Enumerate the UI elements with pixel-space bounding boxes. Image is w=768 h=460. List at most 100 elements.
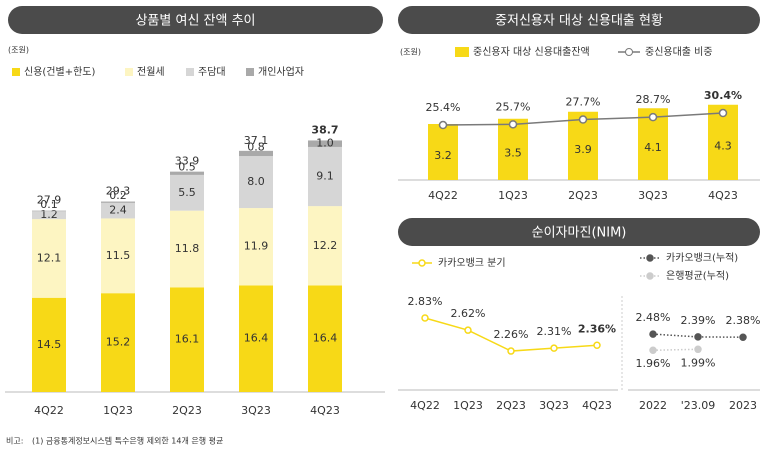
- bar-segment: [170, 210, 204, 288]
- x-tick-label: 2Q23: [172, 404, 202, 417]
- value-label: 12.1: [37, 251, 62, 264]
- chart-title: 중저신용자 대상 신용대출 현황: [495, 14, 663, 29]
- legend-label: 은행평균(누적): [666, 270, 729, 282]
- bar: [708, 104, 738, 180]
- value-label: 2.4: [109, 204, 127, 217]
- bar-segment: [308, 140, 342, 147]
- legend-swatch: [125, 68, 133, 76]
- bar-segment: [32, 211, 66, 220]
- bar-segment: [101, 201, 135, 203]
- bar-segment: [101, 202, 135, 219]
- bar-segment: [170, 174, 204, 211]
- legend-marker: [625, 48, 633, 56]
- value-label: 25.7%: [496, 100, 531, 113]
- legend-label: 중신용자 대상 신용대출잔액: [473, 46, 590, 58]
- line-point: [649, 330, 657, 338]
- chart-title: 순이자마진(NIM): [532, 226, 627, 241]
- legend-label: 개인사업자: [258, 65, 304, 78]
- value-label: 11.5: [106, 249, 131, 262]
- unit-label: (조원): [400, 48, 421, 57]
- value-label: 11.8: [175, 242, 200, 255]
- bar-segment: [239, 156, 273, 209]
- x-tick-label: 4Q22: [34, 404, 64, 417]
- value-label: 2.38%: [726, 314, 761, 327]
- total-label: 37.1: [244, 134, 269, 147]
- line-point: [438, 120, 448, 130]
- line-point: [648, 112, 658, 122]
- legend-marker: [418, 259, 426, 267]
- x-tick-label: 3Q23: [539, 399, 569, 412]
- x-tick-label: 1Q23: [453, 399, 483, 412]
- value-label: 3.9: [574, 143, 592, 156]
- legend-marker: [646, 272, 654, 280]
- bar-segment: [239, 150, 273, 157]
- x-tick-label: 4Q23: [582, 399, 612, 412]
- bar: [498, 118, 528, 180]
- value-label: 14.5: [37, 338, 62, 351]
- bar-segment: [308, 206, 342, 286]
- footnote-text: (1) 금융통계정보시스템 특수은행 제외한 14개 은행 평균: [32, 436, 223, 446]
- value-label: 15.2: [106, 336, 131, 349]
- x-tick-label: 2Q23: [568, 189, 598, 202]
- bar-segment: [239, 208, 273, 286]
- bar-segment: [32, 297, 66, 392]
- line: [652, 333, 744, 338]
- x-tick-label: 1Q23: [498, 189, 528, 202]
- line-point: [507, 347, 515, 355]
- value-label: 1.96%: [636, 357, 671, 370]
- x-tick-label: '23.09: [681, 399, 716, 412]
- value-label: 2.39%: [681, 314, 716, 327]
- value-label: 4.3: [714, 139, 732, 152]
- value-label: 16.1: [175, 333, 200, 346]
- value-label: 2.31%: [537, 325, 572, 338]
- value-label: 2.62%: [451, 307, 486, 320]
- title-pill: [398, 6, 760, 34]
- value-label: 0.5: [178, 160, 196, 173]
- value-label: 2.36%: [578, 322, 616, 335]
- line-point: [421, 314, 429, 322]
- value-label: 1.99%: [681, 356, 716, 369]
- legend-swatch: [12, 68, 20, 76]
- value-label: 2.83%: [408, 295, 443, 308]
- bar-segment: [170, 171, 204, 175]
- x-tick-label: 4Q23: [708, 189, 738, 202]
- value-label: 4.1: [644, 141, 662, 154]
- value-label: 11.9: [244, 240, 269, 253]
- legend-label: 카카오뱅크(누적): [666, 252, 738, 264]
- legend-label: 신용(건별+한도): [24, 66, 95, 78]
- value-label: 2.48%: [636, 311, 671, 324]
- x-tick-label: 2022: [639, 399, 667, 412]
- value-label: 0.8: [247, 140, 265, 153]
- line-point: [649, 346, 657, 354]
- total-label: 38.7: [311, 123, 338, 136]
- value-label: 1.0: [316, 137, 334, 150]
- line-point: [593, 341, 601, 350]
- line-point: [739, 333, 747, 341]
- value-label: 16.4: [313, 332, 338, 345]
- value-label: 0.2: [109, 189, 127, 202]
- bar-segment: [32, 219, 66, 298]
- line: [652, 348, 699, 351]
- chart-title: 상품별 여신 잔액 추이: [135, 14, 255, 29]
- bar-segment: [32, 210, 66, 212]
- x-tick-label: 3Q23: [638, 189, 668, 202]
- title-pill: [8, 6, 383, 34]
- legend-label: 카카오뱅크 분기: [438, 257, 506, 269]
- value-label: 3.2: [434, 149, 452, 162]
- legend-swatch: [186, 68, 194, 76]
- bar-segment: [308, 146, 342, 207]
- value-label: 25.4%: [426, 101, 461, 114]
- bar-segment: [170, 287, 204, 392]
- line-point: [694, 345, 702, 354]
- legend-label: 전월세: [137, 66, 165, 78]
- value-label: 27.7%: [566, 96, 601, 109]
- x-tick-label: 2023: [729, 399, 757, 412]
- x-tick-label: 4Q22: [428, 189, 458, 202]
- x-tick-label: 4Q22: [410, 399, 440, 412]
- line-point: [550, 344, 558, 352]
- bar-segment: [101, 218, 135, 294]
- unit-label: (조원): [8, 46, 29, 55]
- bar-segment: [239, 285, 273, 392]
- x-tick-label: 2Q23: [496, 399, 526, 412]
- line-point: [694, 333, 702, 341]
